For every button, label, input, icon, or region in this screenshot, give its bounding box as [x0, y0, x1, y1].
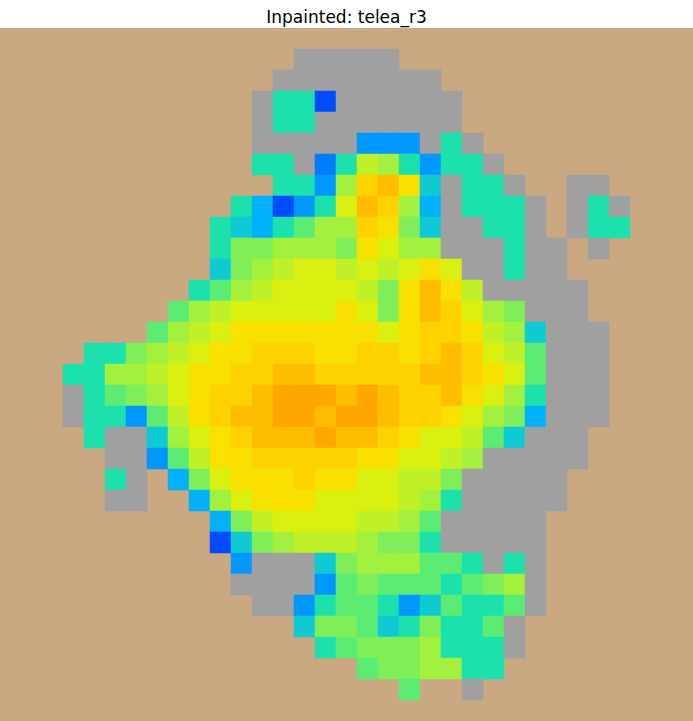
- svg-text:Inpainted: telea_r3: Inpainted: telea_r3: [266, 7, 427, 28]
